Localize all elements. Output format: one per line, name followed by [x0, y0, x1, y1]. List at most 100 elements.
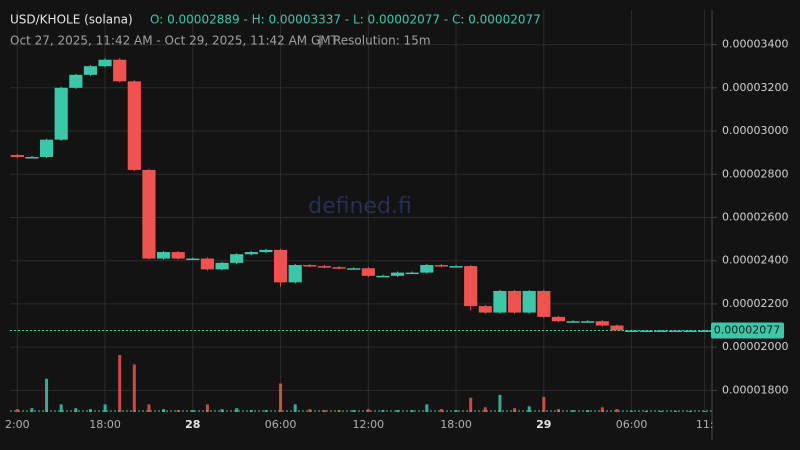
volume-bar [673, 411, 677, 412]
y-tick-label: 0.00003400 [722, 38, 788, 51]
volume-bar [279, 383, 283, 412]
candle-body [595, 321, 609, 326]
volume-bar [293, 404, 297, 412]
volume-bar [644, 411, 648, 412]
candle-body [215, 262, 229, 270]
watermark: defined.fi [308, 194, 412, 219]
candle-body [522, 290, 536, 313]
y-tick-label: 0.00002800 [722, 167, 788, 180]
y-tick-label: 0.00002400 [722, 254, 788, 267]
candle-body [464, 266, 478, 307]
candle-body [537, 290, 551, 317]
candle-body [171, 252, 185, 259]
volume-bar [59, 404, 63, 412]
candle-body [98, 59, 112, 67]
volume-bar [15, 409, 19, 412]
plot [10, 58, 712, 412]
volume-bar [308, 409, 312, 412]
volume-bar [322, 410, 326, 412]
candle-body [10, 155, 24, 157]
volume-bar [74, 408, 78, 412]
volume-bar [659, 411, 663, 412]
candle-body [186, 258, 200, 261]
candle-body [668, 330, 683, 333]
volume-bar [600, 407, 604, 412]
volume-bar [454, 410, 458, 412]
date-range: Oct 27, 2025, 11:42 AM - Oct 29, 2025, 1… [10, 34, 339, 48]
candle-body [142, 169, 156, 259]
candle-body [273, 249, 288, 283]
last-price-box [711, 322, 784, 339]
volume-bar [103, 404, 107, 412]
x-tick-label: 12:00 [352, 418, 384, 431]
volume-bar [396, 410, 400, 412]
candle-body [69, 74, 83, 88]
x-tick-label: 06:00 [265, 418, 297, 431]
x-tick-label: 2:00 [5, 418, 30, 431]
x-tick-label: 29 [536, 418, 551, 431]
candle-body [478, 306, 492, 313]
candle-body [332, 267, 346, 269]
volume-bar [425, 404, 429, 412]
candle-body [581, 321, 595, 323]
volume-bar [571, 410, 575, 412]
candle-body [113, 59, 127, 82]
candle-body [639, 330, 653, 333]
candle-body [317, 266, 332, 268]
y-tick-label: 0.00001800 [722, 383, 788, 396]
volume-bar [264, 410, 268, 412]
candle-body [347, 268, 361, 270]
candle-body [83, 66, 98, 75]
candle-body [259, 249, 273, 253]
candle-body [288, 265, 302, 283]
volume-bar [615, 409, 619, 412]
volume-bar [366, 409, 370, 412]
candle-body [420, 265, 434, 273]
last-price-label: 0.00002077 [714, 324, 780, 337]
y-tick-label: 0.00002600 [722, 210, 788, 223]
volume-bar [352, 410, 356, 412]
candle-body [390, 272, 405, 276]
x-tick-label: 18:00 [440, 418, 472, 431]
candle-body [449, 266, 463, 268]
x-tick-label: 06:00 [616, 418, 648, 431]
candle-body [566, 321, 580, 323]
candle-body [156, 252, 171, 259]
candle-body [610, 325, 624, 331]
volume-bar [132, 364, 136, 412]
y-tick-label: 0.00003200 [722, 81, 788, 94]
candle-body [25, 156, 39, 159]
y-tick-label: 0.00002000 [722, 340, 788, 353]
separator: | [318, 34, 322, 48]
volume-bar [630, 411, 634, 412]
candle-body [624, 330, 639, 333]
y-tick-label: 0.00002200 [722, 297, 788, 310]
grid [10, 10, 712, 412]
candle-body [39, 139, 54, 157]
candle-body [361, 268, 375, 276]
volume-bar [439, 409, 443, 412]
volume-bar [410, 410, 414, 412]
candle-body [200, 258, 215, 270]
volume-bar [498, 394, 502, 412]
x-tick-label: 28 [185, 418, 200, 431]
volume-bar [45, 378, 49, 412]
volume-bar [30, 408, 34, 412]
candle-body [434, 265, 449, 267]
volume-bar [191, 410, 195, 412]
x-tick-label: 11: [696, 418, 714, 431]
volume-bar [205, 404, 209, 412]
candle-body [493, 290, 507, 313]
volume-bar [235, 408, 239, 412]
volume-bar [703, 411, 707, 412]
candle-body [303, 265, 317, 267]
candle-body [405, 272, 419, 275]
candle-body [376, 275, 390, 278]
volume-bar [469, 397, 473, 412]
candle-body [683, 330, 697, 333]
volume-bar [483, 407, 487, 412]
volume-bar [688, 411, 692, 412]
volume-bar [527, 406, 531, 412]
candle-body [654, 330, 668, 333]
candle-body [551, 316, 566, 322]
